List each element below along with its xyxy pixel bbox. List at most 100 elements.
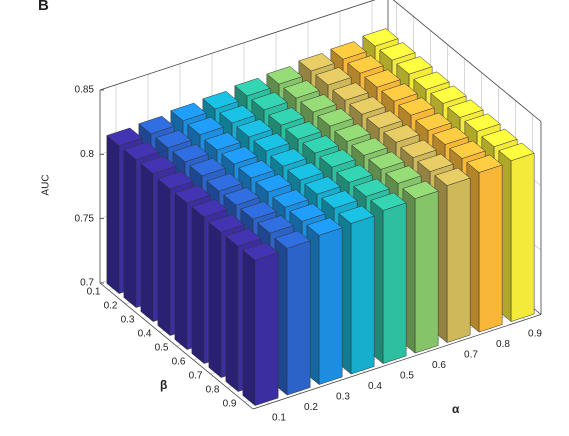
bar-top [155,129,192,149]
bar-side [208,221,222,379]
bar-top [138,115,175,135]
bar-top [417,153,454,172]
bar-top [349,96,386,115]
bar-top [317,108,354,127]
axis-line [99,0,376,91]
bar-top [187,116,224,136]
bar-top [283,80,320,99]
y-tick-label: 0.6 [172,357,186,368]
bar-top [257,215,294,234]
panel-label: B [38,0,49,14]
x-tick-label: 0.1 [272,412,286,423]
bar-top [336,164,373,183]
bar-top [204,132,241,151]
x-tick-label: 0.5 [400,370,414,381]
y-tick-label: 0.1 [87,287,101,298]
y-tick-label: 0.7 [189,371,203,382]
bar-top [298,53,335,72]
x-tick-label: 0.9 [528,328,542,339]
bar-top [432,126,469,145]
bar-top [434,167,471,186]
x-tick-label: 0.6 [432,360,446,371]
y-tick-label: 0.2 [104,301,118,312]
z-tick-label: 0.85 [75,85,95,96]
x-tick-label: 0.8 [496,339,510,350]
bar-top [415,112,452,131]
bar-top [172,143,209,163]
bar-top [362,28,399,47]
bar-top [140,155,177,174]
bar [242,242,279,407]
bar-top [253,133,290,152]
bar-top [368,151,405,170]
bar-top [319,149,356,168]
bar [434,167,471,344]
bar-top [174,184,211,204]
y-tick-label: 0.9 [223,399,237,410]
bar-front [510,152,535,322]
y-tick-label: 0.4 [138,329,152,340]
bar-side [242,249,256,407]
bar-top [289,203,326,222]
bar-top [302,135,339,154]
bar-top [106,127,143,146]
bar-top [189,157,226,177]
bar-side [106,134,120,295]
bar-top [370,192,407,211]
bar-top [223,187,260,206]
x-tick-label: 0.7 [464,349,478,360]
y-tick-label: 0.5 [155,343,169,354]
bar [466,154,503,333]
bar-top [430,85,467,104]
bar-top [236,119,273,138]
y-axis-label: β [160,378,167,392]
axis-line [392,0,542,122]
bar-front [478,164,503,333]
bar-top [225,228,262,247]
bar [306,217,343,386]
bar-top [300,94,337,113]
bar-top [338,205,375,224]
bar-top [268,107,305,126]
bar-top [274,230,311,249]
bar-top [498,142,535,162]
bar-top [304,176,341,195]
bar-top [364,69,401,88]
bar-top [402,180,439,199]
bar-top [353,178,390,197]
axis-line [99,282,254,410]
bar-top [347,55,384,74]
bar-top [202,91,239,110]
z-tick-label: 0.8 [80,149,94,160]
bar-top [255,174,292,193]
bar-front [382,202,407,364]
bar-top [306,217,343,236]
bar-top [219,105,256,124]
bar-side [174,192,188,351]
bar-top [383,124,420,143]
bar [274,230,311,396]
bar-side [140,162,154,323]
bar-front [254,252,279,406]
x-tick-label: 0.3 [336,391,350,402]
z-tick-label: 0.7 [80,278,94,289]
z-axis-label: AUC [41,174,52,195]
bar-top [242,242,279,261]
bar-top [270,148,307,167]
bar-top [413,71,450,90]
bar-top [400,139,437,158]
bar-top [330,41,367,60]
x-tick-label: 0.2 [304,402,318,413]
bar-top [234,77,271,97]
bar-top [449,140,486,159]
bar-top [285,121,322,140]
bar-top [287,162,324,181]
bar-front [446,177,471,343]
bar-top [123,141,160,160]
bar-top [157,170,194,190]
x-tick-label: 0.4 [368,381,382,392]
bar-side [123,148,137,309]
bar-front [350,215,375,375]
z-tick-label: 0.75 [75,213,95,224]
